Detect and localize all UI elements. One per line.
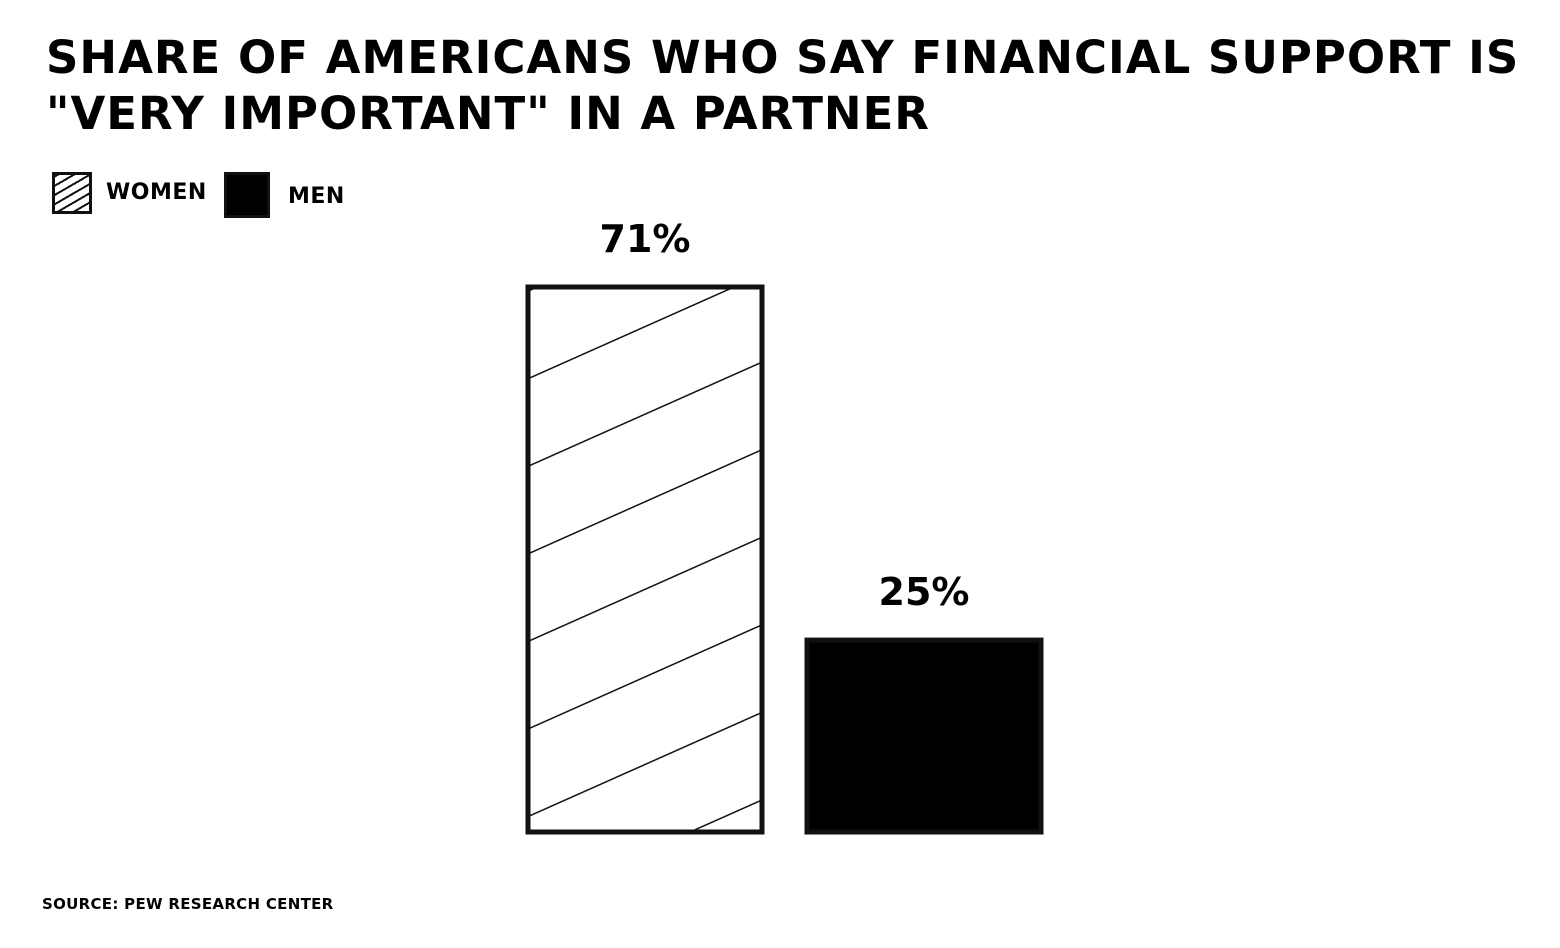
legend-swatch-women bbox=[52, 172, 92, 214]
legend-label-men: MEN bbox=[288, 184, 345, 209]
legend-label-women: WOMEN bbox=[106, 180, 207, 205]
bar-women bbox=[525, 284, 765, 835]
legend-swatch-men bbox=[224, 172, 270, 218]
data-label-women: 71% bbox=[600, 217, 691, 261]
bar-men bbox=[804, 637, 1044, 835]
data-label-men: 25% bbox=[879, 570, 970, 614]
chart-title: Share of Americans who say financial sup… bbox=[46, 31, 1520, 140]
source-note: SOURCE: PEW RESEARCH CENTER bbox=[42, 895, 334, 913]
